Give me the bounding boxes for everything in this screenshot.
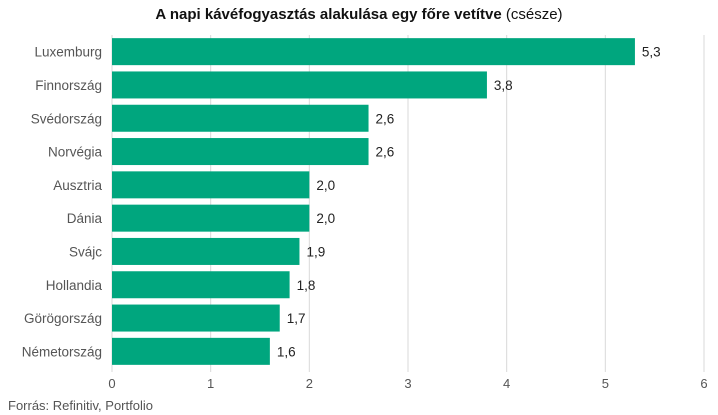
bar xyxy=(112,337,270,365)
x-tick-label: 1 xyxy=(207,376,214,391)
bar xyxy=(112,38,635,66)
category-label: Németország xyxy=(22,344,102,359)
value-label: 1,8 xyxy=(297,278,316,293)
value-label: 1,6 xyxy=(277,344,296,359)
bar xyxy=(112,171,310,199)
value-label: 3,8 xyxy=(494,78,513,93)
bar xyxy=(112,304,280,332)
x-tick-label: 0 xyxy=(108,376,115,391)
category-label: Finnország xyxy=(35,78,102,93)
category-label: Luxemburg xyxy=(34,45,102,60)
source-note: Forrás: Refinitiv, Portfolio xyxy=(8,398,153,413)
chart-title: A napi kávéfogyasztás alakulása egy főre… xyxy=(0,6,718,23)
bar xyxy=(112,237,300,265)
chart-title-text: A napi kávéfogyasztás alakulása egy főre… xyxy=(155,6,502,23)
x-tick-label: 5 xyxy=(602,376,609,391)
category-label: Svájc xyxy=(69,244,102,259)
value-label: 2,0 xyxy=(316,211,335,226)
value-label: 2,0 xyxy=(316,178,335,193)
bar xyxy=(112,71,487,99)
value-label: 1,7 xyxy=(287,311,306,326)
x-tick-label: 3 xyxy=(404,376,411,391)
x-tick-label: 2 xyxy=(306,376,313,391)
bar xyxy=(112,138,369,166)
category-label: Ausztria xyxy=(53,178,102,193)
value-label: 2,6 xyxy=(376,111,395,126)
category-label: Dánia xyxy=(67,211,103,226)
bar xyxy=(112,104,369,132)
category-label: Svédország xyxy=(31,111,102,126)
x-tick-label: 4 xyxy=(503,376,510,391)
value-label: 2,6 xyxy=(376,145,395,160)
x-tick-label: 6 xyxy=(700,376,707,391)
category-label: Görögország xyxy=(24,311,102,326)
bar xyxy=(112,204,310,232)
value-label: 5,3 xyxy=(642,45,661,60)
category-label: Hollandia xyxy=(46,278,103,293)
category-label: Norvégia xyxy=(48,145,103,160)
chart-title-unit: (csésze) xyxy=(505,6,563,23)
value-label: 1,9 xyxy=(306,244,325,259)
bar xyxy=(112,271,290,299)
